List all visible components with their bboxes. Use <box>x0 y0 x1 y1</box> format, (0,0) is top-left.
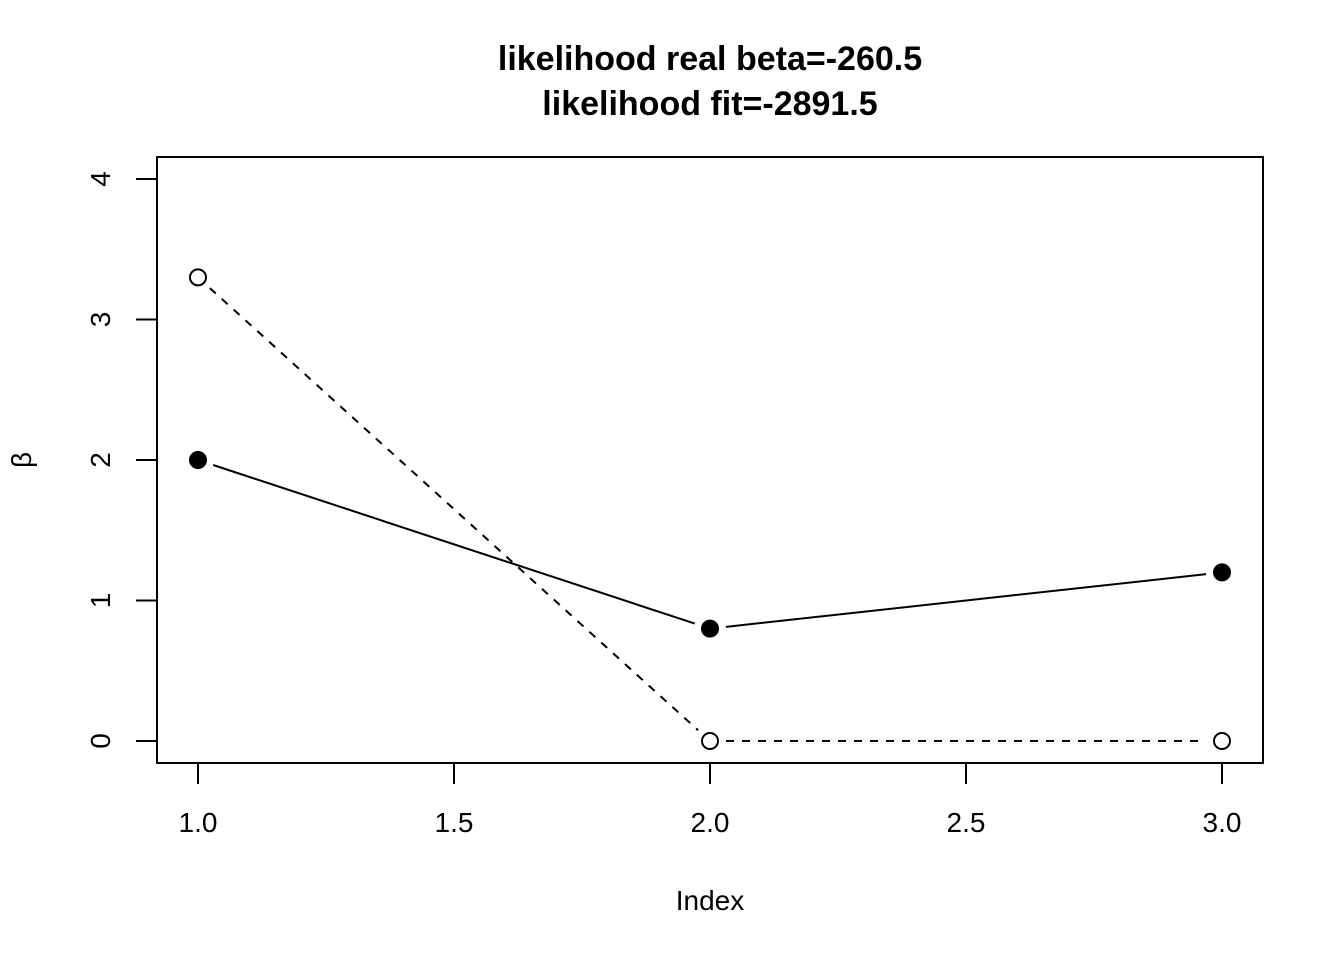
y-axis: 0 1 2 3 4 <box>85 171 158 749</box>
y-tick-label: 1 <box>85 593 116 609</box>
series-line-segment <box>212 464 696 625</box>
series-1 <box>189 451 1231 638</box>
series-line-segment <box>725 573 1207 628</box>
data-point <box>1213 732 1231 750</box>
y-tick-label: 3 <box>85 312 116 328</box>
series-layer <box>189 268 1231 750</box>
data-point <box>1213 563 1231 582</box>
y-axis-label: β <box>6 452 37 468</box>
x-axis-label: Index <box>676 885 745 916</box>
series-2 <box>189 268 1231 750</box>
series-line-segment <box>209 287 699 732</box>
data-point <box>701 619 719 638</box>
x-tick-label: 1.0 <box>179 807 218 838</box>
y-tick-label: 0 <box>85 733 116 749</box>
data-point <box>189 451 207 469</box>
x-axis: 1.0 1.5 2.0 2.5 3.0 <box>179 762 1242 838</box>
plot-frame <box>156 156 1264 764</box>
x-tick-label: 2.0 <box>691 807 730 838</box>
chart-subtitle: likelihood fit=-2891.5 <box>542 85 877 123</box>
y-tick-label: 4 <box>85 171 116 187</box>
data-point <box>189 268 207 287</box>
chart-title: likelihood real beta=-260.5 <box>498 40 922 78</box>
data-point <box>701 732 719 750</box>
x-tick-label: 2.5 <box>947 807 986 838</box>
y-tick-label: 2 <box>85 452 116 468</box>
x-tick-label: 1.5 <box>435 807 474 838</box>
x-tick-label: 3.0 <box>1203 807 1242 838</box>
